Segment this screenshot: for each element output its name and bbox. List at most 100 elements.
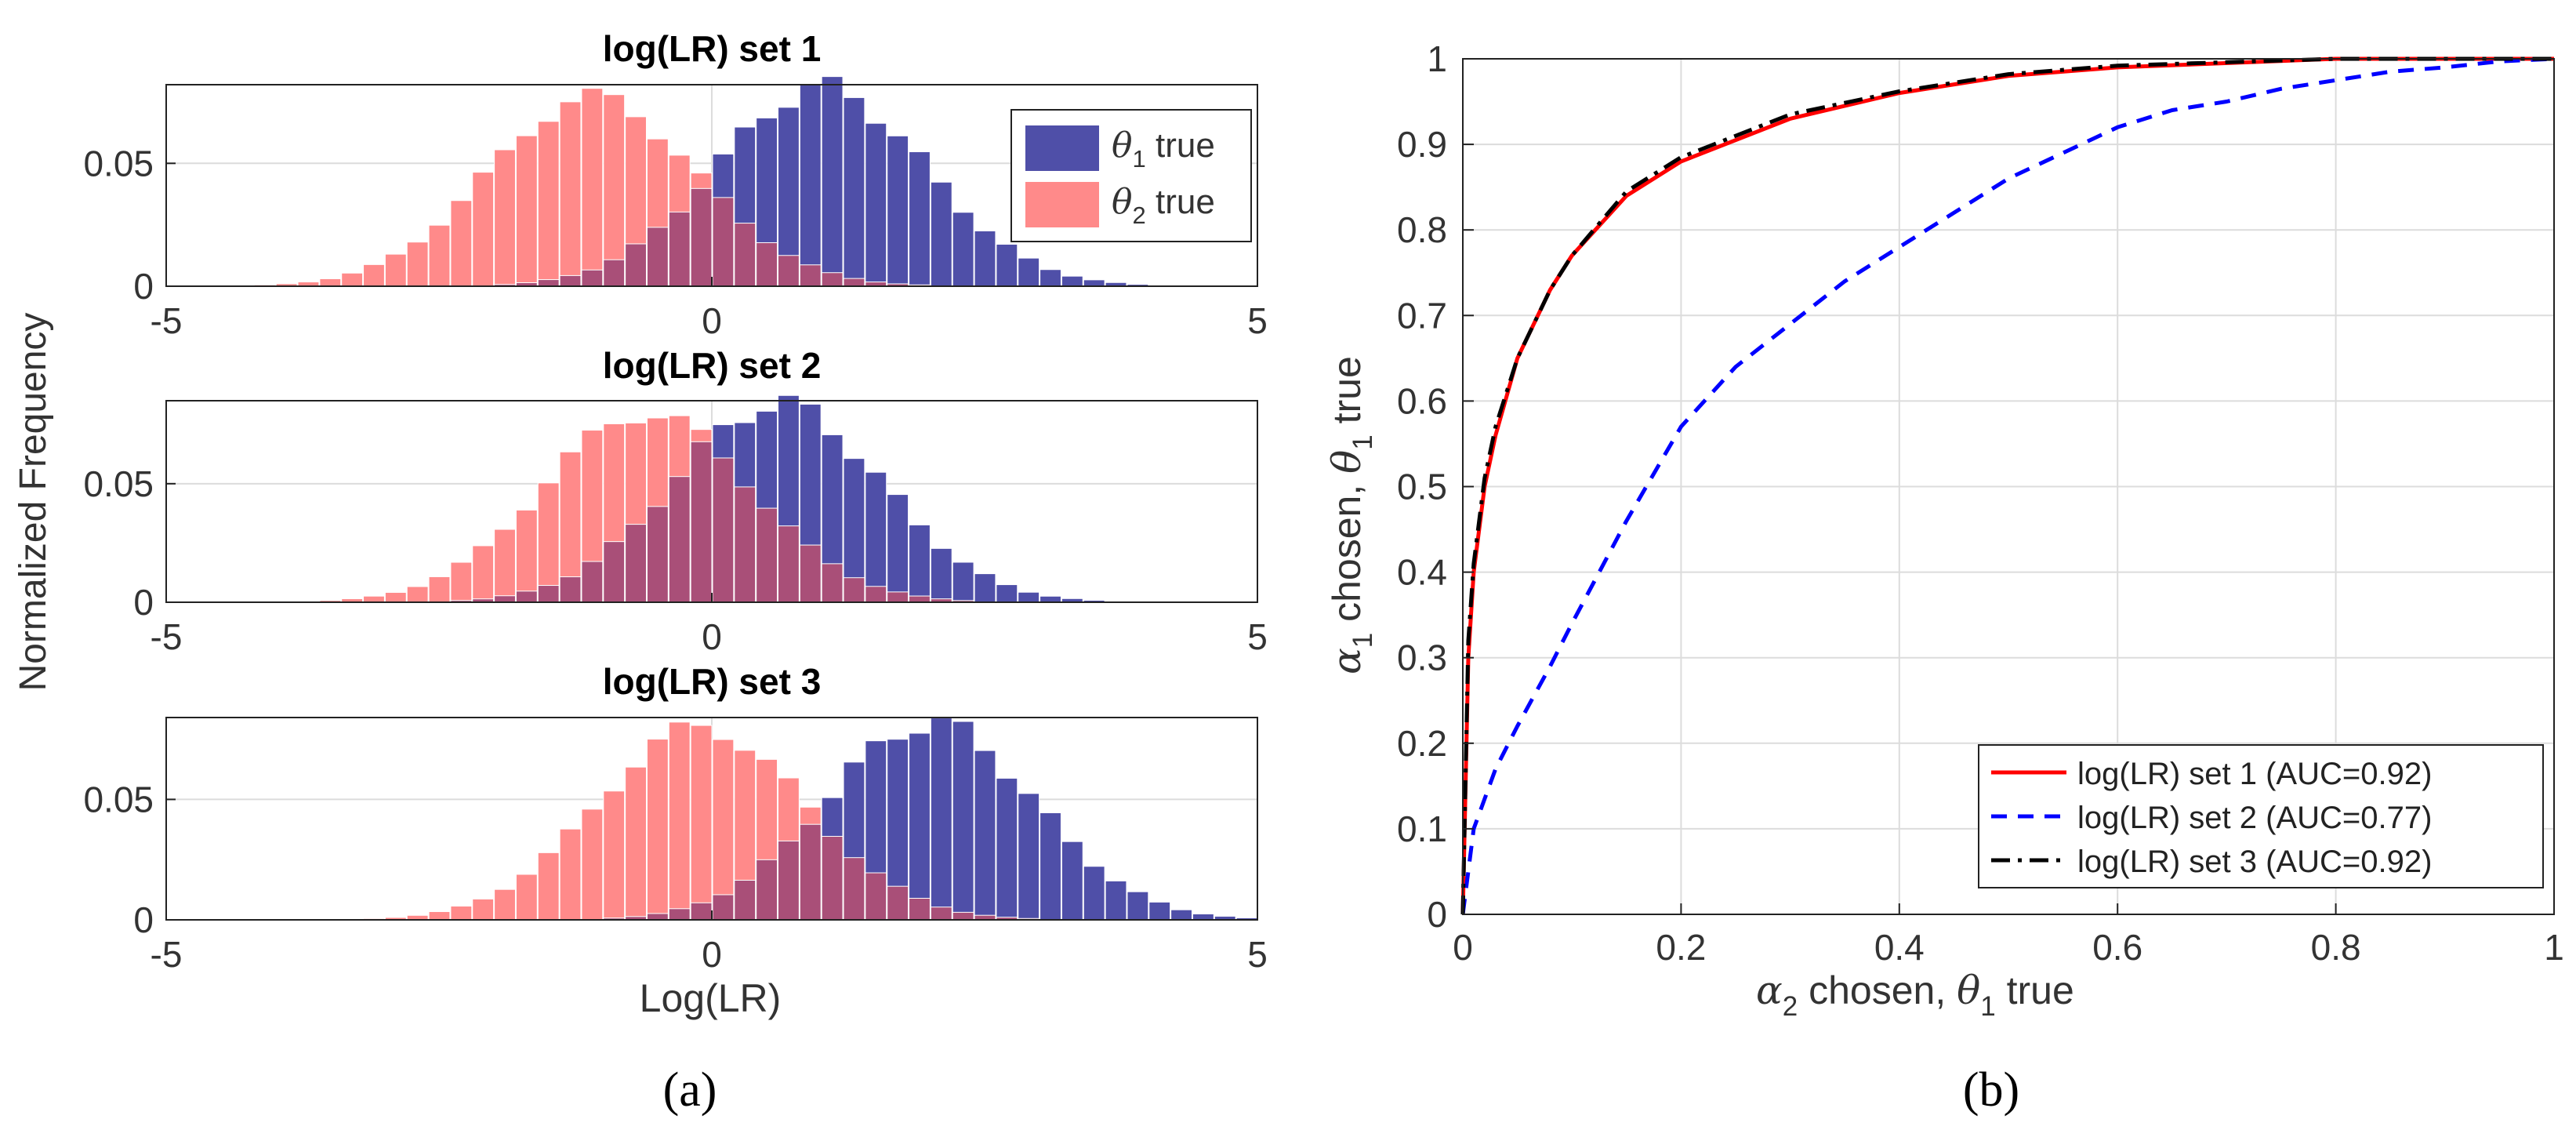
panel-a-label: (a) — [663, 1063, 717, 1117]
histogram-legend: θ1 true θ2 true — [1010, 109, 1252, 242]
bar-overlap — [690, 187, 713, 287]
roc-curve-set-2 — [1460, 56, 2555, 915]
y-tick-label: 0 — [133, 266, 154, 307]
y-tick-label: 0.7 — [1397, 295, 1447, 336]
bar-theta1 — [1018, 591, 1040, 603]
legend-box — [1978, 744, 2544, 888]
bar-theta2 — [363, 263, 385, 287]
bar-theta2 — [428, 911, 451, 921]
bar-overlap — [821, 563, 844, 603]
bar-overlap — [646, 227, 669, 287]
bar-overlap — [690, 902, 713, 921]
bar-theta1 — [1105, 880, 1127, 921]
bar-theta2 — [472, 172, 495, 287]
x-tick-label: 5 — [1247, 616, 1268, 657]
bar-overlap — [843, 857, 865, 921]
bar-theta2 — [341, 272, 364, 287]
bar-overlap — [734, 879, 756, 921]
bar-theta1 — [1018, 793, 1040, 921]
bar-theta2 — [646, 739, 669, 921]
bar-overlap — [843, 278, 865, 287]
bar-theta2 — [406, 242, 429, 287]
y-tick-label: 0.05 — [83, 779, 154, 819]
bar-overlap — [646, 913, 669, 921]
y-tick-label: 0.1 — [1397, 808, 1447, 849]
bar-theta2 — [603, 94, 626, 287]
bar-theta1 — [996, 777, 1018, 921]
bar-theta2 — [625, 766, 647, 921]
x-tick-label: 0.2 — [1656, 927, 1706, 968]
bar-overlap — [668, 908, 691, 921]
bar-theta1 — [799, 84, 822, 287]
bar-theta1 — [1039, 812, 1061, 921]
y-tick-label: 0 — [133, 582, 154, 623]
bar-theta1 — [909, 732, 931, 921]
x-tick-label: -5 — [151, 934, 183, 975]
bar-overlap — [603, 541, 626, 603]
bar-theta1 — [1039, 595, 1061, 603]
histogram-title: log(LR) set 1 — [603, 28, 822, 69]
y-tick-label: 1 — [1427, 38, 1447, 79]
bar-overlap — [581, 269, 604, 287]
bar-overlap — [799, 544, 822, 603]
bar-theta2 — [450, 905, 473, 921]
bar-theta2 — [668, 721, 691, 921]
bar-overlap — [756, 859, 778, 921]
bar-theta2 — [319, 278, 342, 287]
bar-theta2 — [712, 739, 735, 921]
bar-overlap — [778, 255, 800, 287]
bar-overlap — [559, 274, 582, 287]
bar-overlap — [821, 836, 844, 921]
bar-theta2 — [603, 790, 626, 921]
bar-theta1 — [1127, 891, 1149, 921]
bar-theta2 — [363, 595, 385, 603]
bar-overlap — [559, 576, 582, 603]
roc-curve-set-3 — [1460, 56, 2554, 915]
bar-overlap — [778, 525, 800, 603]
legend-label-set-3: log(LR) set 3 (AUC=0.92) — [2077, 845, 2432, 879]
bar-theta2 — [494, 149, 516, 287]
bar-theta2 — [494, 529, 516, 603]
bar-theta2 — [450, 561, 473, 603]
bar-theta1 — [952, 212, 974, 287]
x-axis-label-panel-b: α2 chosen, θ1 true — [1756, 968, 2074, 1022]
bar-overlap — [887, 885, 909, 921]
x-tick-label: 0 — [702, 934, 722, 975]
bar-theta1 — [952, 721, 974, 921]
bar-theta2 — [537, 482, 560, 603]
bar-theta1 — [930, 718, 952, 921]
y-tick-label: 0 — [1427, 894, 1447, 935]
bar-theta2 — [537, 121, 560, 287]
bar-theta2 — [537, 852, 560, 921]
bar-theta1 — [865, 122, 887, 287]
x-tick-label: 5 — [1247, 934, 1268, 975]
y-tick-label: 0.3 — [1397, 638, 1447, 678]
legend-swatch-theta1 — [1025, 125, 1099, 171]
bar-theta1 — [1039, 269, 1061, 287]
bar-overlap — [865, 586, 887, 603]
legend-label-theta1: θ1 true — [1112, 125, 1215, 173]
y-axis-label-panel-b: α1 chosen, θ1 true — [1324, 356, 1378, 674]
x-tick-label: -5 — [151, 616, 183, 657]
y-tick-label: 0.9 — [1397, 124, 1447, 165]
y-tick-label: 0.05 — [83, 463, 154, 504]
bar-overlap — [865, 872, 887, 921]
bar-theta1 — [974, 750, 996, 921]
bar-overlap — [734, 223, 756, 287]
x-tick-label: 0.4 — [1874, 927, 1925, 968]
y-tick-label: 0 — [133, 899, 154, 940]
bar-overlap — [778, 840, 800, 921]
bar-theta1 — [821, 76, 844, 287]
bar-overlap — [887, 591, 909, 603]
bar-theta2 — [472, 545, 495, 603]
legend-label-set-1: log(LR) set 1 (AUC=0.92) — [2077, 757, 2432, 791]
bar-theta2 — [428, 576, 451, 603]
bar-overlap — [909, 898, 931, 921]
bar-theta1 — [1018, 257, 1040, 287]
y-tick-label: 0.6 — [1397, 380, 1447, 421]
bar-theta2 — [515, 874, 538, 921]
y-tick-label: 0.5 — [1397, 467, 1447, 507]
bar-overlap — [734, 486, 756, 603]
x-tick-label: 0 — [702, 300, 722, 341]
